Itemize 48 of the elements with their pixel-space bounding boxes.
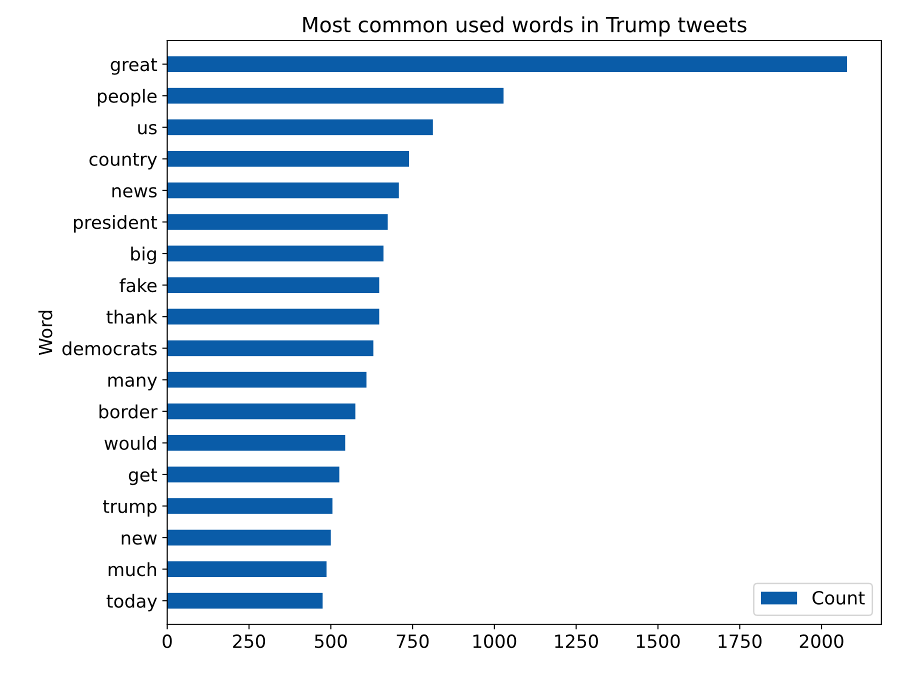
legend-label: Count <box>812 590 865 605</box>
y-tick-label: democrats <box>62 341 157 356</box>
x-tick-label: 0 <box>162 634 172 648</box>
chart-title: Most common used words in Trump tweets <box>303 16 746 36</box>
y-tick-label: much <box>108 562 156 576</box>
y-tick-label: country <box>89 153 157 170</box>
bar <box>167 340 374 356</box>
bar <box>167 150 409 167</box>
x-tick-label: 500 <box>314 634 347 648</box>
y-tick-label: thank <box>106 310 158 324</box>
y-tick-label: new <box>122 534 157 545</box>
y-tick-label: today <box>106 594 157 612</box>
bar <box>167 561 327 578</box>
bar <box>167 214 388 230</box>
y-tick-label: people <box>98 88 157 106</box>
bar <box>167 372 366 388</box>
bar <box>167 56 848 72</box>
y-tick-label: many <box>108 376 157 390</box>
x-tick-label: 1500 <box>636 634 680 648</box>
bar <box>167 403 356 420</box>
y-tick-label: news <box>112 187 157 198</box>
bar <box>167 277 380 293</box>
y-tick-label: get <box>128 468 158 486</box>
bar <box>167 530 331 546</box>
bar <box>167 246 384 262</box>
bar <box>167 466 340 482</box>
y-axis-title: Word <box>38 310 52 356</box>
y-tick-label: fake <box>120 278 157 292</box>
bar <box>167 435 346 451</box>
y-tick-label: big <box>131 246 156 264</box>
x-tick-label: 1000 <box>473 634 516 648</box>
bar <box>167 592 323 609</box>
y-tick-label: us <box>138 124 157 134</box>
y-tick-label: border <box>100 404 158 418</box>
bar <box>167 308 380 325</box>
y-tick-label: trump <box>103 500 157 517</box>
bar <box>167 182 399 198</box>
x-tick-label: 750 <box>396 634 429 648</box>
y-tick-label: great <box>110 58 158 75</box>
x-tick-label: 250 <box>233 634 266 648</box>
y-tick-label: would <box>104 436 156 450</box>
x-tick-label: 2000 <box>800 634 844 648</box>
bar <box>167 119 433 136</box>
bar <box>167 498 332 514</box>
x-tick-label: 1250 <box>555 634 598 648</box>
y-tick-label: president <box>74 215 158 233</box>
x-tick-label: 1750 <box>718 634 762 648</box>
bar <box>167 88 504 104</box>
